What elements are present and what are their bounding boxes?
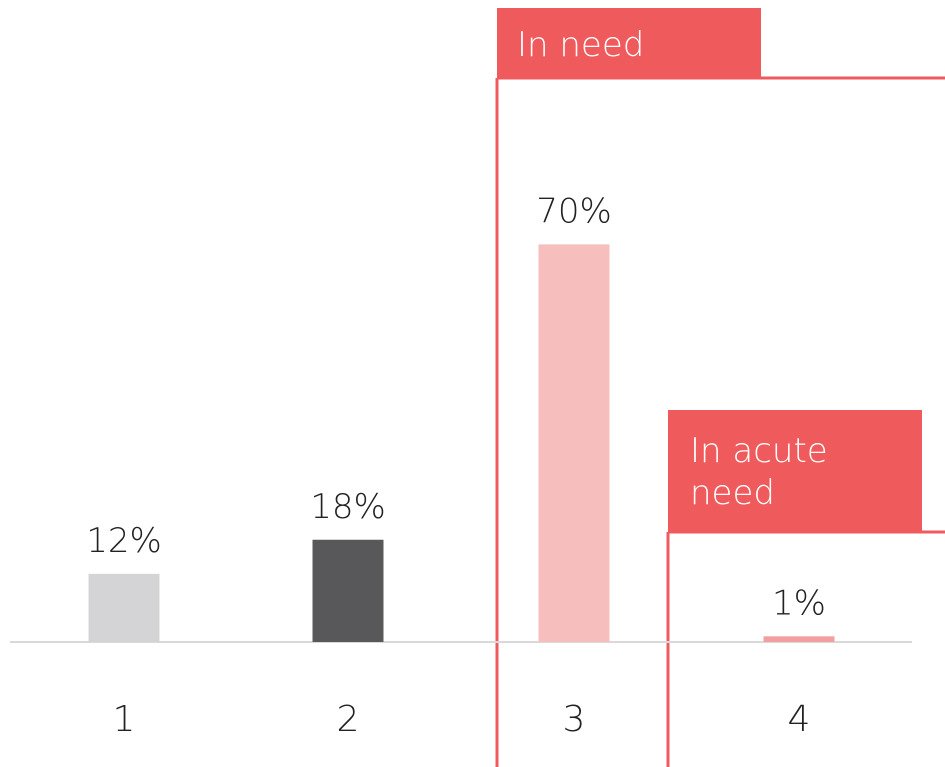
bar-2 xyxy=(312,539,384,642)
category-label-4: 4 xyxy=(788,699,811,740)
category-label-1: 1 xyxy=(113,699,136,740)
value-labels: 12% 18% 70% 1% xyxy=(86,191,826,623)
group-bracket-2: In acute need xyxy=(666,410,945,767)
bar-4 xyxy=(763,636,835,642)
value-label-4: 1% xyxy=(772,583,826,623)
category-label-2: 2 xyxy=(337,699,360,740)
bar-1 xyxy=(88,573,160,642)
group-tag-label-line: In acute xyxy=(690,431,828,471)
group-tag-label: In need xyxy=(517,25,644,65)
bars xyxy=(88,244,835,642)
bar-3 xyxy=(538,244,610,642)
group-brackets: In need In acute need xyxy=(495,8,945,767)
group-bracket-1: In need xyxy=(495,8,945,767)
category-labels: 1 2 3 4 xyxy=(113,699,811,740)
group-tag-label-line: need xyxy=(690,473,775,513)
group-tag-label: In acute need xyxy=(690,431,828,513)
value-label-2: 18% xyxy=(310,487,386,527)
group-tag-label-line: In need xyxy=(517,25,644,65)
category-label-3: 3 xyxy=(563,699,586,740)
group-tag xyxy=(668,410,922,532)
value-label-3: 70% xyxy=(536,191,612,231)
value-label-1: 12% xyxy=(86,521,162,561)
group-tag xyxy=(497,8,761,78)
